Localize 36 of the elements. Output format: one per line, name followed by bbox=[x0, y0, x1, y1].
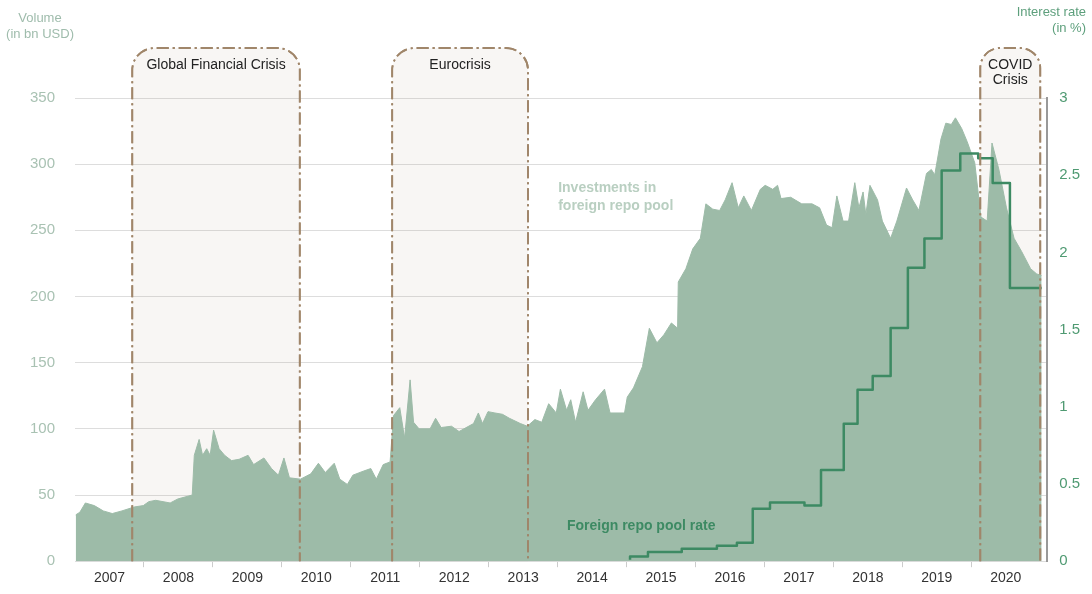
y2-tick-label: 0.5 bbox=[1059, 474, 1081, 492]
x-tick-label: 2017 bbox=[783, 569, 815, 586]
y-tick-label: 200 bbox=[30, 286, 56, 304]
x-tick-label: 2011 bbox=[370, 569, 401, 586]
y2-axis-title: Interest rate (in %) bbox=[1016, 4, 1086, 36]
x-tick-label: 2010 bbox=[300, 569, 333, 586]
series-label: Foreign repo pool rate bbox=[566, 517, 716, 534]
y2-tick-label: 3 bbox=[1059, 88, 1068, 106]
text: Investments in foreign repo pool bbox=[558, 179, 674, 214]
y-tick-label: 300 bbox=[30, 154, 56, 172]
x-tick-label: 2012 bbox=[438, 569, 470, 586]
y-tick-label: 150 bbox=[30, 352, 56, 370]
y-tick-label: 350 bbox=[30, 88, 56, 106]
y2-tick-label: 2 bbox=[1059, 242, 1068, 260]
x-tick-label: 2020 bbox=[990, 569, 1022, 586]
y-tick-label: 50 bbox=[38, 485, 56, 503]
x-tick-label: 2015 bbox=[645, 569, 677, 586]
x-tick-label: 2009 bbox=[231, 569, 264, 586]
band-label: COVID Crisis bbox=[988, 55, 1033, 87]
x-tick-label: 2007 bbox=[93, 569, 126, 586]
x-tick-label: 2016 bbox=[714, 569, 746, 586]
y-tick-label: 0 bbox=[46, 551, 56, 569]
x-tick-label: 2014 bbox=[576, 569, 608, 586]
x-tick-label: 2013 bbox=[507, 569, 539, 586]
y2-tick-label: 2.5 bbox=[1059, 165, 1081, 183]
y2-tick-label: 1 bbox=[1059, 396, 1068, 414]
x-tick-label: 2019 bbox=[921, 569, 953, 586]
y-tick-label: 250 bbox=[30, 220, 56, 238]
x-tick-label: 2008 bbox=[162, 569, 195, 586]
y2-tick-label: 1.5 bbox=[1059, 319, 1081, 337]
y-axis-title: Volume (in bn USD) bbox=[6, 10, 74, 42]
y-tick-label: 100 bbox=[30, 419, 56, 436]
y2-tick-label: 0 bbox=[1059, 551, 1068, 569]
band-label: Eurocrisis bbox=[429, 55, 491, 72]
band-label: Global Financial Crisis bbox=[146, 55, 286, 72]
x-tick-label: 2018 bbox=[852, 569, 884, 586]
